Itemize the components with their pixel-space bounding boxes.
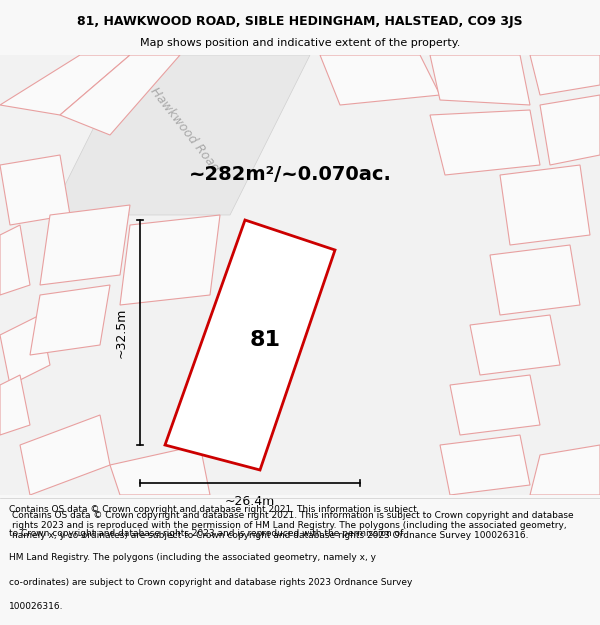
Polygon shape xyxy=(450,375,540,435)
Polygon shape xyxy=(430,55,530,105)
Polygon shape xyxy=(60,55,180,135)
Polygon shape xyxy=(20,415,110,495)
Polygon shape xyxy=(0,315,50,385)
Polygon shape xyxy=(40,205,130,285)
Polygon shape xyxy=(500,165,590,245)
Polygon shape xyxy=(430,110,540,175)
Polygon shape xyxy=(490,245,580,315)
Text: ~32.5m: ~32.5m xyxy=(115,308,128,358)
Text: Contains OS data © Crown copyright and database right 2021. This information is : Contains OS data © Crown copyright and d… xyxy=(12,511,574,541)
Text: 81, HAWKWOOD ROAD, SIBLE HEDINGHAM, HALSTEAD, CO9 3JS: 81, HAWKWOOD ROAD, SIBLE HEDINGHAM, HALS… xyxy=(77,16,523,28)
Polygon shape xyxy=(470,315,560,375)
Polygon shape xyxy=(30,285,110,355)
Text: to Crown copyright and database rights 2023 and is reproduced with the permissio: to Crown copyright and database rights 2… xyxy=(9,529,403,539)
Polygon shape xyxy=(0,375,30,435)
Text: Map shows position and indicative extent of the property.: Map shows position and indicative extent… xyxy=(140,39,460,49)
Text: 81: 81 xyxy=(250,330,281,350)
Polygon shape xyxy=(50,55,310,215)
Text: HM Land Registry. The polygons (including the associated geometry, namely x, y: HM Land Registry. The polygons (includin… xyxy=(9,554,376,562)
Polygon shape xyxy=(440,435,530,495)
Polygon shape xyxy=(320,55,440,105)
Polygon shape xyxy=(0,55,130,115)
Polygon shape xyxy=(0,155,70,225)
Polygon shape xyxy=(530,445,600,495)
Text: co-ordinates) are subject to Crown copyright and database rights 2023 Ordnance S: co-ordinates) are subject to Crown copyr… xyxy=(9,578,412,586)
Polygon shape xyxy=(540,95,600,165)
Polygon shape xyxy=(110,445,210,495)
Polygon shape xyxy=(530,55,600,95)
Text: Hawkwood Road: Hawkwood Road xyxy=(148,85,222,175)
Polygon shape xyxy=(0,225,30,295)
Text: ~282m²/~0.070ac.: ~282m²/~0.070ac. xyxy=(188,166,391,184)
Polygon shape xyxy=(120,215,220,305)
Text: 100026316.: 100026316. xyxy=(9,602,64,611)
Polygon shape xyxy=(165,220,335,470)
Text: Contains OS data © Crown copyright and database right 2021. This information is : Contains OS data © Crown copyright and d… xyxy=(9,506,417,514)
Text: ~26.4m: ~26.4m xyxy=(225,495,275,508)
